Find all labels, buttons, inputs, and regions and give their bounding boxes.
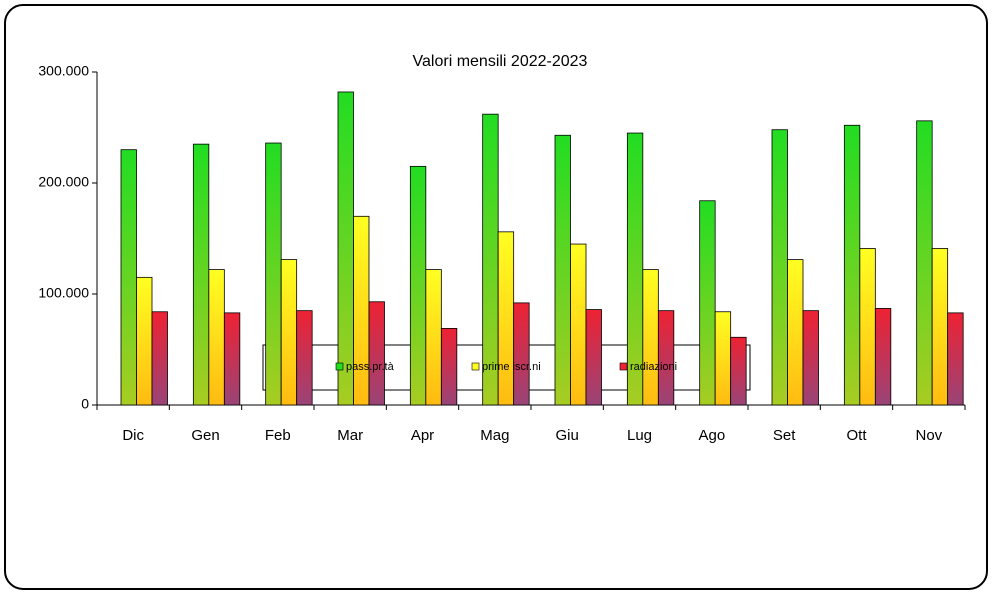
bar	[787, 259, 804, 406]
bar	[874, 308, 892, 406]
bar	[554, 134, 571, 406]
y-tick-label: 0	[81, 396, 89, 412]
bar	[353, 215, 370, 406]
bar	[714, 311, 732, 406]
bar	[513, 302, 530, 406]
bar	[280, 259, 298, 406]
y-tick-label: 300.000	[38, 63, 89, 79]
bar	[802, 310, 819, 406]
y-tick-label: 100.000	[38, 285, 89, 301]
legend-label: pass.pr.tà	[346, 361, 395, 373]
bar	[425, 269, 442, 406]
bar	[151, 311, 168, 406]
bar	[947, 312, 964, 406]
x-tick-label: Mar	[337, 427, 363, 444]
legend-swatch	[619, 362, 628, 371]
bar	[440, 328, 458, 406]
bar	[642, 269, 659, 406]
x-tick-label: Dic	[122, 427, 144, 444]
bar	[409, 165, 427, 406]
bar	[916, 120, 933, 406]
x-tick-label: Ago	[698, 427, 725, 444]
bar	[136, 276, 153, 406]
x-tick-label: Gen	[191, 427, 219, 444]
bar	[570, 243, 587, 406]
bar	[337, 91, 354, 406]
chart-title: Valori mensili 2022-2023	[413, 53, 588, 70]
bar	[771, 129, 788, 406]
bar	[843, 124, 861, 406]
legend-swatch	[471, 362, 480, 371]
bar	[192, 143, 210, 406]
legend-label: prime iscr.ni	[482, 361, 541, 373]
bar	[859, 248, 876, 406]
bar	[931, 248, 949, 406]
x-tick-label: Mag	[480, 427, 509, 444]
bar	[699, 200, 716, 406]
x-tick-label: Feb	[265, 427, 291, 444]
bar	[208, 269, 225, 406]
bar	[585, 309, 602, 406]
bar	[265, 142, 282, 406]
bar	[223, 312, 241, 406]
x-tick-label: Giu	[555, 427, 578, 444]
x-tick-label: Ott	[846, 427, 867, 444]
bar	[296, 310, 313, 406]
x-tick-label: Set	[773, 427, 796, 444]
x-tick-label: Apr	[411, 427, 434, 444]
x-tick-label: Nov	[915, 427, 942, 444]
bar	[120, 149, 137, 406]
bar	[497, 231, 515, 406]
x-tick-label: Lug	[627, 427, 652, 444]
y-tick-label: 200.000	[38, 174, 89, 190]
bar	[368, 301, 385, 406]
bar	[657, 310, 675, 406]
legend-label: radiazioni	[630, 361, 677, 373]
bar	[626, 132, 644, 406]
legend-swatch	[335, 362, 344, 371]
bar	[730, 336, 747, 406]
